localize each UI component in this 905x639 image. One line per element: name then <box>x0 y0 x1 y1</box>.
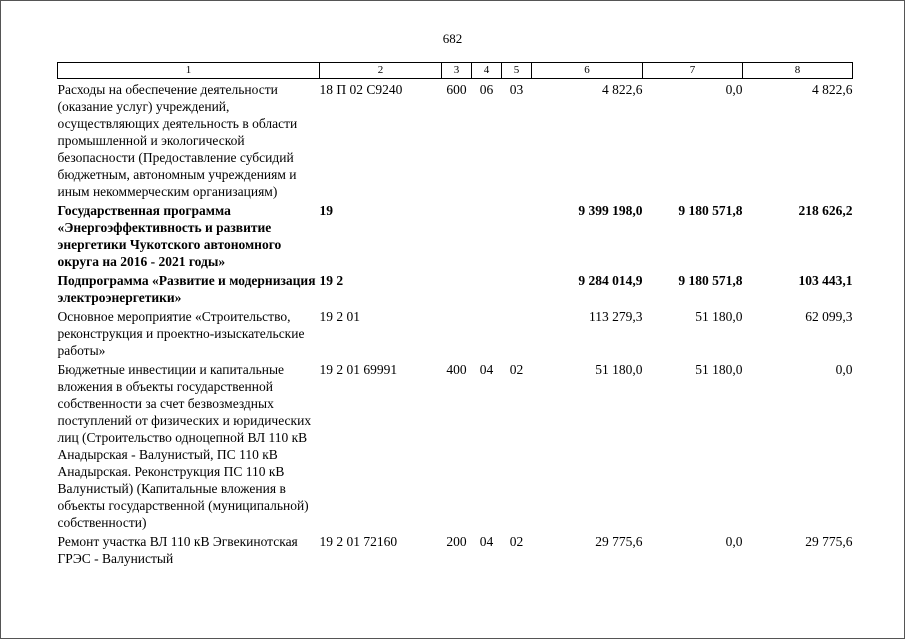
table-row: Подпрограмма «Развитие и модернизация эл… <box>58 270 853 306</box>
amount-federal-cell: 9 180 571,8 <box>678 273 743 288</box>
expense-name-cell: Государственная программа «Энергоэффекти… <box>57 203 282 269</box>
amount-total-cell: 4 822,6 <box>602 82 643 97</box>
expense-type-cell: 200 <box>446 534 467 549</box>
page-number: 682 <box>442 31 463 46</box>
amount-federal-cell: 51 180,0 <box>695 309 743 324</box>
amount-regional-cell: 62 099,3 <box>805 309 853 324</box>
header-cell-4: 4 <box>471 62 502 79</box>
header-cell-7: 7 <box>642 62 743 79</box>
expense-name-cell: Бюджетные инвестиции и капитальные вложе… <box>57 362 312 530</box>
header-cell-1: 1 <box>57 62 320 79</box>
subsection-cell <box>502 200 532 270</box>
target-code-cell: 19 2 01 69991 <box>319 362 398 377</box>
amount-regional-cell: 0,0 <box>835 362 853 377</box>
amount-total-cell: 113 279,3 <box>589 309 643 324</box>
amount-regional-cell: 103 443,1 <box>798 273 853 288</box>
expense-name-cell: Основное мероприятие «Строительство, рек… <box>57 309 305 358</box>
header-cell-5: 5 <box>501 62 532 79</box>
section-cell: 04 <box>479 362 494 377</box>
table-row: Основное мероприятие «Строительство, рек… <box>58 306 853 359</box>
budget-table: 1 2 3 4 5 6 7 8 Расходы на обеспечение д… <box>57 62 853 567</box>
table-row: Расходы на обеспечение деятельности (ока… <box>58 79 853 201</box>
subsection-cell <box>502 306 532 359</box>
amount-regional-cell: 218 626,2 <box>798 203 853 218</box>
subsection-cell: 02 <box>509 534 524 549</box>
expense-type-cell <box>442 306 472 359</box>
amount-total-cell: 51 180,0 <box>595 362 643 377</box>
table-row: Бюджетные инвестиции и капитальные вложе… <box>58 359 853 531</box>
table-row: Ремонт участка ВЛ 110 кВ Эгвекинотская Г… <box>58 531 853 567</box>
section-cell <box>472 200 502 270</box>
subsection-cell: 03 <box>509 82 524 97</box>
target-code-cell: 19 2 01 <box>319 309 361 324</box>
expense-type-cell: 600 <box>446 82 467 97</box>
expense-type-cell <box>442 270 472 306</box>
amount-regional-cell: 4 822,6 <box>812 82 853 97</box>
header-cell-2: 2 <box>319 62 442 79</box>
subsection-cell: 02 <box>509 362 524 377</box>
amount-federal-cell: 0,0 <box>725 534 743 549</box>
section-cell: 06 <box>479 82 494 97</box>
amount-federal-cell: 0,0 <box>725 82 743 97</box>
expense-name-cell: Расходы на обеспечение деятельности (ока… <box>57 82 298 199</box>
section-cell <box>472 306 502 359</box>
amount-total-cell: 9 284 014,9 <box>578 273 643 288</box>
amount-total-cell: 9 399 198,0 <box>578 203 643 218</box>
header-cell-6: 6 <box>531 62 643 79</box>
table-row: Государственная программа «Энергоэффекти… <box>58 200 853 270</box>
expense-type-cell <box>442 200 472 270</box>
expense-name-cell: Ремонт участка ВЛ 110 кВ Эгвекинотская Г… <box>57 534 298 566</box>
amount-total-cell: 29 775,6 <box>595 534 643 549</box>
section-cell <box>472 270 502 306</box>
target-code-cell: 19 2 <box>319 273 344 288</box>
expense-name-cell: Подпрограмма «Развитие и модернизация эл… <box>57 273 316 305</box>
target-code-cell: 18 П 02 С9240 <box>319 82 403 97</box>
amount-regional-cell: 29 775,6 <box>805 534 853 549</box>
header-cell-8: 8 <box>742 62 853 79</box>
subsection-cell <box>502 270 532 306</box>
amount-federal-cell: 9 180 571,8 <box>678 203 743 218</box>
section-cell: 04 <box>479 534 494 549</box>
amount-federal-cell: 51 180,0 <box>695 362 743 377</box>
expense-type-cell: 400 <box>446 362 467 377</box>
target-code-cell: 19 <box>319 203 334 218</box>
table-header-row: 1 2 3 4 5 6 7 8 <box>57 62 853 79</box>
target-code-cell: 19 2 01 72160 <box>319 534 398 549</box>
header-cell-3: 3 <box>441 62 472 79</box>
